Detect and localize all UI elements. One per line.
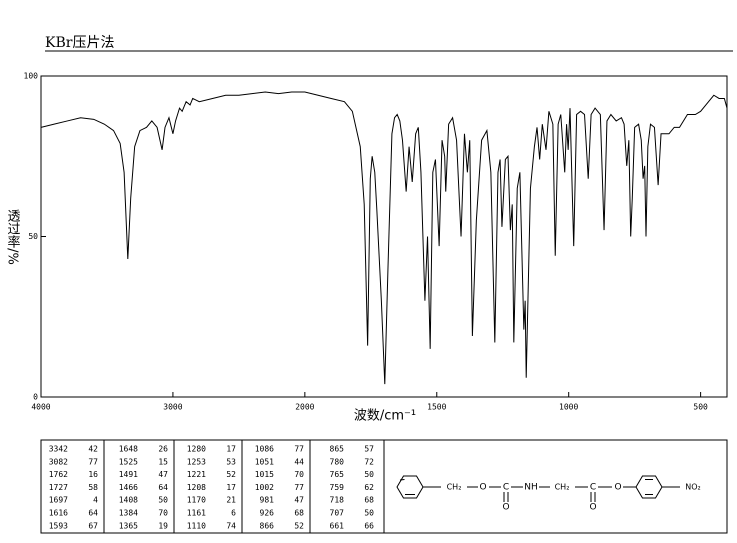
peak-transmittance: 19 <box>158 521 168 530</box>
y-axis-label: 透过率/% <box>5 209 21 265</box>
y-tick-label: 100 <box>24 72 39 81</box>
structure-label: NO₂ <box>685 483 701 492</box>
peak-wavenumber: 3342 <box>49 445 68 454</box>
peak-transmittance: 77 <box>88 457 98 466</box>
peak-transmittance: 68 <box>294 509 304 518</box>
peak-transmittance: 47 <box>158 470 168 479</box>
peak-wavenumber: 1648 <box>119 445 138 454</box>
peak-wavenumber: 1616 <box>49 509 68 518</box>
peak-wavenumber: 1002 <box>255 483 274 492</box>
peak-wavenumber: 1208 <box>187 483 206 492</box>
peak-transmittance: 50 <box>364 509 374 518</box>
chart-title: KBr压片法 <box>45 35 114 51</box>
peak-wavenumber: 865 <box>330 445 345 454</box>
x-tick-label: 1500 <box>427 403 446 412</box>
peak-transmittance: 72 <box>364 457 374 466</box>
peak-transmittance: 26 <box>158 445 168 454</box>
peak-wavenumber: 1015 <box>255 470 274 479</box>
peak-wavenumber: 1466 <box>119 483 138 492</box>
structure-label: C <box>590 483 596 493</box>
peak-transmittance: 66 <box>364 521 374 530</box>
peak-wavenumber: 1593 <box>49 521 68 530</box>
peak-transmittance: 44 <box>294 457 304 466</box>
structure-label: CH₂ <box>555 483 570 492</box>
peak-transmittance: 17 <box>226 483 236 492</box>
peak-transmittance: 64 <box>88 509 98 518</box>
x-tick-label: 4000 <box>31 403 50 412</box>
peak-wavenumber: 661 <box>330 521 345 530</box>
peak-wavenumber: 1365 <box>119 521 138 530</box>
table-dividers <box>103 440 385 533</box>
peak-wavenumber: 1697 <box>49 496 68 505</box>
peak-transmittance: 58 <box>88 483 98 492</box>
peak-transmittance: 52 <box>294 521 304 530</box>
peak-wavenumber: 1110 <box>187 521 206 530</box>
structure-label: C <box>503 483 509 493</box>
spectrum-line <box>40 91 728 385</box>
peak-wavenumber: 1525 <box>119 457 138 466</box>
peak-transmittance: 64 <box>158 483 168 492</box>
peak-wavenumber: 718 <box>330 496 345 505</box>
peak-wavenumber: 759 <box>330 483 345 492</box>
peak-transmittance: 17 <box>226 445 236 454</box>
peak-transmittance: 4 <box>93 496 98 505</box>
peak-wavenumber: 1280 <box>187 445 206 454</box>
structure-label: O <box>502 503 509 513</box>
structure-label: O <box>614 483 621 493</box>
y-tick-label: 0 <box>33 393 38 402</box>
peak-transmittance: 68 <box>364 496 374 505</box>
x-axis-label: 波数/cm⁻¹ <box>354 409 416 424</box>
peak-wavenumber: 1086 <box>255 445 274 454</box>
peak-transmittance: 77 <box>294 483 304 492</box>
peak-transmittance: 52 <box>226 470 236 479</box>
peak-transmittance: 47 <box>294 496 304 505</box>
x-tick-label: 1000 <box>559 403 578 412</box>
peak-wavenumber: 1727 <box>49 483 68 492</box>
structure-label: NH <box>524 483 538 493</box>
peak-wavenumber: 1384 <box>119 509 138 518</box>
x-tick-label: 2000 <box>295 403 314 412</box>
peak-transmittance: 15 <box>158 457 168 466</box>
peak-transmittance: 77 <box>294 445 304 454</box>
peak-transmittance: 62 <box>364 483 374 492</box>
peak-wavenumber: 866 <box>260 521 275 530</box>
peak-wavenumber: 1170 <box>187 496 206 505</box>
y-tick-label: 50 <box>28 232 38 241</box>
structure-label: O <box>479 483 486 493</box>
peak-transmittance: 74 <box>226 521 236 530</box>
peak-transmittance: 53 <box>226 457 236 466</box>
structure-bonds <box>396 475 680 502</box>
peak-wavenumber: 707 <box>330 509 345 518</box>
peak-transmittance: 70 <box>294 470 304 479</box>
peak-wavenumber: 765 <box>330 470 345 479</box>
peak-wavenumber: 1253 <box>187 457 206 466</box>
peak-transmittance: 6 <box>231 509 236 518</box>
peak-wavenumber: 1762 <box>49 470 68 479</box>
peak-wavenumber: 3082 <box>49 457 68 466</box>
peak-transmittance: 42 <box>88 445 98 454</box>
peak-transmittance: 57 <box>364 445 374 454</box>
structure-label: O <box>589 503 596 513</box>
peak-transmittance: 50 <box>158 496 168 505</box>
peak-transmittance: 16 <box>88 470 98 479</box>
peak-transmittance: 67 <box>88 521 98 530</box>
peak-wavenumber: 1051 <box>255 457 274 466</box>
peak-wavenumber: 981 <box>260 496 275 505</box>
peak-transmittance: 70 <box>158 509 168 518</box>
peak-wavenumber: 780 <box>330 457 345 466</box>
structure-label: CH₂ <box>447 483 462 492</box>
peak-transmittance: 21 <box>226 496 236 505</box>
peak-wavenumber: 926 <box>260 509 275 518</box>
peak-wavenumber: 1491 <box>119 470 138 479</box>
peak-wavenumber: 1161 <box>187 509 206 518</box>
peak-transmittance: 50 <box>364 470 374 479</box>
x-tick-label: 3000 <box>163 403 182 412</box>
peak-wavenumber: 1408 <box>119 496 138 505</box>
peak-wavenumber: 1221 <box>187 470 206 479</box>
x-tick-label: 500 <box>693 403 708 412</box>
